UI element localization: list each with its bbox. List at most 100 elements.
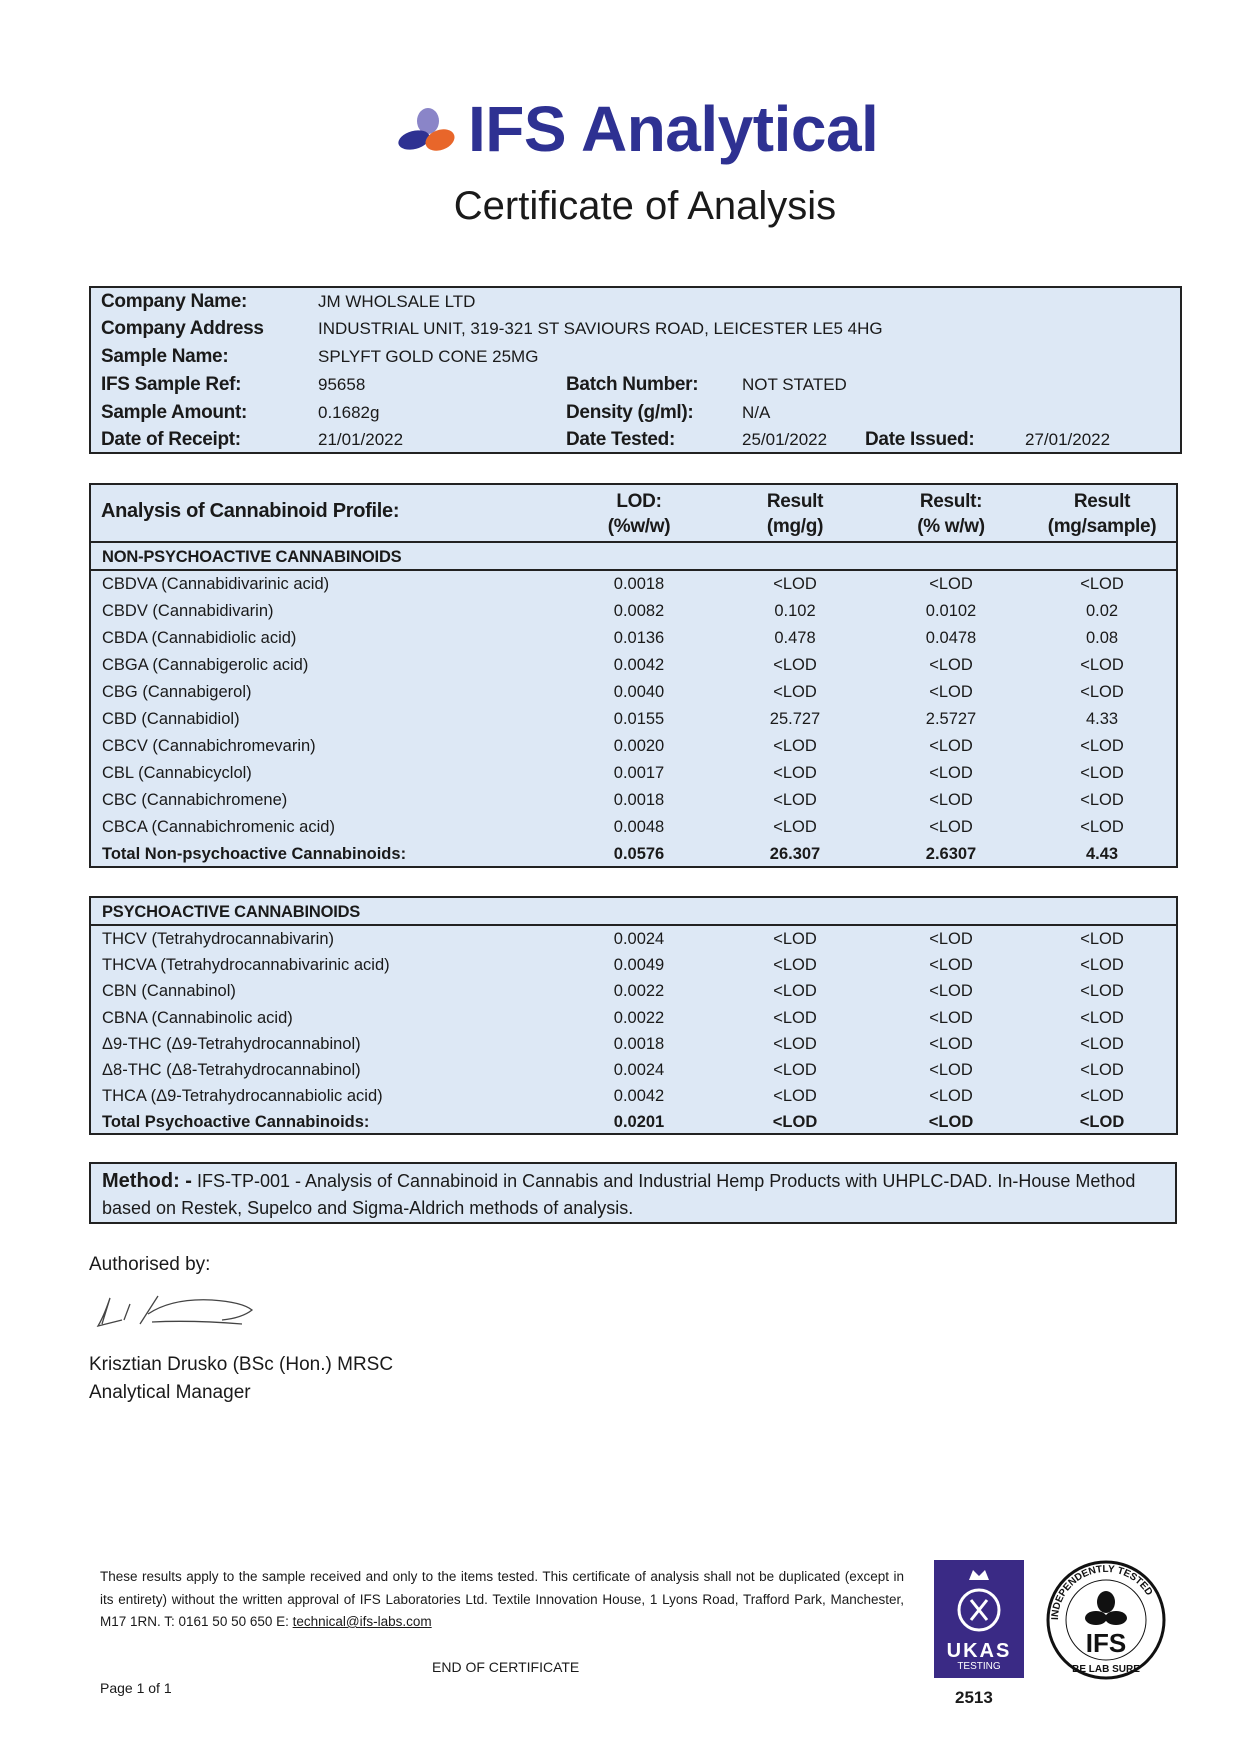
result-mg-sample: <LOD bbox=[1080, 1087, 1124, 1106]
result-pct-w-w: 0.0102 bbox=[925, 602, 977, 620]
company-name: JM WHOLSALE LTD bbox=[318, 292, 476, 311]
result-mg-sample: <LOD bbox=[1080, 1008, 1124, 1027]
ukas-label: UKAS bbox=[946, 1640, 1012, 1662]
lod-value: 0.0576 bbox=[613, 845, 665, 863]
result-mg-sample: <LOD bbox=[1080, 1060, 1124, 1079]
result-pct-w-w: <LOD bbox=[929, 575, 973, 593]
crown-icon bbox=[957, 1570, 1001, 1632]
lod-value: 0.0020 bbox=[613, 737, 665, 755]
receipt-label: Date of Receipt: bbox=[101, 429, 241, 450]
batch-number: NOT STATED bbox=[742, 375, 847, 394]
footer-disclaimer: These results apply to the sample receiv… bbox=[100, 1569, 904, 1629]
method-text: IFS-TP-001 - Analysis of Cannabinoid in … bbox=[102, 1171, 1136, 1218]
section-heading: PSYCHOACTIVE CANNABINOIDS bbox=[91, 898, 1176, 926]
result-mg-g: <LOD bbox=[773, 930, 817, 948]
document-title: Certificate of Analysis bbox=[453, 184, 837, 228]
result-pct-w-w: <LOD bbox=[929, 1008, 973, 1027]
brand-name: IFS Analytical bbox=[468, 93, 879, 165]
table-row: CBGA (Cannabigerolic acid) 0.0042 <LOD <LOD… bbox=[91, 652, 1176, 679]
compound-name: CBCA (Cannabichromenic acid) bbox=[102, 818, 335, 836]
result-mg-sample: <LOD bbox=[1080, 791, 1124, 809]
result-pct-w-w: 0.0478 bbox=[925, 629, 977, 647]
lod-value: 0.0024 bbox=[613, 1060, 665, 1079]
company-address: INDUSTRIAL UNIT, 319-321 ST SAVIOURS ROA… bbox=[318, 319, 883, 338]
compound-name: CBC (Cannabichromene) bbox=[102, 791, 288, 809]
result-pct-w-w: <LOD bbox=[929, 1060, 973, 1079]
non-psychoactive-table: Analysis of Cannabinoid Profile: LOD: (%w… bbox=[89, 483, 1178, 868]
lod-value: 0.0042 bbox=[613, 656, 665, 674]
table-row: CBG (Cannabigerol) 0.0040 <LOD <LOD <LOD bbox=[91, 679, 1176, 706]
lod-value: 0.0048 bbox=[613, 818, 665, 836]
result-mg-g: <LOD bbox=[773, 575, 817, 593]
psychoactive-table: PSYCHOACTIVE CANNABINOIDS THCV (Tetrahyd… bbox=[89, 896, 1178, 1135]
result-mg-sample: <LOD bbox=[1080, 737, 1124, 755]
authorised-by-label: Authorised by: bbox=[89, 1254, 211, 1275]
lod-value: 0.0082 bbox=[613, 602, 665, 620]
compound-name: CBNA (Cannabinolic acid) bbox=[102, 1008, 293, 1027]
ukas-badge: UKAS TESTING bbox=[934, 1560, 1024, 1678]
table-row: THCVA (Tetrahydrocannabivarinic acid) 0.0… bbox=[91, 952, 1176, 978]
ukas-number: 2513 bbox=[955, 1688, 993, 1707]
table-header: Analysis of Cannabinoid Profile: LOD: (%w… bbox=[91, 485, 1176, 543]
table-row: THCA (Δ9-Tetrahydrocannabiolic acid) 0.00… bbox=[91, 1083, 1176, 1109]
result-mg-g: <LOD bbox=[773, 791, 817, 809]
result-mg-sample: <LOD bbox=[1080, 1034, 1124, 1053]
method-label: Method: - bbox=[102, 1170, 192, 1192]
lod-value: 0.0018 bbox=[613, 575, 665, 593]
result-mg-sample: <LOD bbox=[1080, 575, 1124, 593]
sample-name-label: Sample Name: bbox=[101, 346, 229, 367]
sample-ref-label: IFS Sample Ref: bbox=[101, 374, 242, 395]
lod-value: 0.0017 bbox=[613, 764, 665, 782]
signatory-role: Analytical Manager bbox=[89, 1382, 251, 1403]
result-pct-w-w: 2.5727 bbox=[925, 710, 977, 728]
result-mg-sample: <LOD bbox=[1080, 956, 1124, 975]
ifs-logo-icon bbox=[398, 108, 455, 151]
compound-name: CBD (Cannabidiol) bbox=[102, 710, 240, 728]
compound-name: Total Non-psychoactive Cannabinoids: bbox=[102, 845, 407, 863]
ukas-sub: TESTING bbox=[957, 1661, 1001, 1672]
table-row: CBDVA (Cannabidivarinic acid) 0.0018 <LOD <… bbox=[91, 571, 1176, 598]
column-header-mg-g: Result (mg/g) bbox=[766, 491, 824, 537]
compound-name: CBL (Cannabicyclol) bbox=[102, 764, 252, 782]
result-mg-sample: 0.02 bbox=[1085, 602, 1119, 620]
date-tested: 25/01/2022 bbox=[742, 430, 828, 449]
table-row: THCV (Tetrahydrocannabivarin) 0.0024 <LOD <… bbox=[91, 926, 1176, 952]
result-pct-w-w: <LOD bbox=[929, 683, 973, 701]
compound-name: CBDA (Cannabidiolic acid) bbox=[102, 629, 297, 647]
result-mg-g: <LOD bbox=[773, 737, 817, 755]
email-link[interactable]: technical@ifs-labs.com bbox=[292, 1614, 432, 1629]
result-pct-w-w: 2.6307 bbox=[925, 845, 977, 863]
result-mg-sample: <LOD bbox=[1080, 656, 1124, 674]
lod-value: 0.0024 bbox=[613, 930, 665, 948]
compound-name: THCVA (Tetrahydrocannabivarinic acid) bbox=[102, 956, 390, 975]
result-pct-w-w: <LOD bbox=[929, 956, 973, 975]
lod-value: 0.0049 bbox=[613, 956, 665, 975]
result-mg-g: <LOD bbox=[773, 818, 817, 836]
result-pct-w-w: <LOD bbox=[929, 930, 973, 948]
result-pct-w-w: <LOD bbox=[928, 1113, 974, 1132]
end-of-certificate: END OF CERTIFICATE bbox=[432, 1659, 580, 1675]
issued-label: Date Issued: bbox=[865, 429, 975, 450]
table-row: CBCV (Cannabichromevarin) 0.0020 <LOD <LOD <… bbox=[91, 733, 1176, 760]
svg-text:IFS: IFS bbox=[1086, 1628, 1126, 1658]
method-box: Method: - IFS-TP-001 - Analysis of Canna… bbox=[89, 1162, 1177, 1224]
column-header-lod: LOD: (%w/w) bbox=[607, 491, 671, 537]
compound-name: CBGA (Cannabigerolic acid) bbox=[102, 656, 309, 674]
lod-value: 0.0155 bbox=[613, 710, 665, 728]
table-row: CBL (Cannabicyclol) 0.0017 <LOD <LOD <LOD bbox=[91, 760, 1176, 787]
ifs-analytical-logo: IFS Analytical bbox=[398, 92, 879, 166]
lod-value: 0.0042 bbox=[613, 1087, 665, 1106]
compound-name: Δ8-THC (Δ8-Tetrahydrocannabinol) bbox=[102, 1060, 361, 1079]
compound-name: CBDV (Cannabidivarin) bbox=[102, 602, 274, 620]
company-address-label: Company Address bbox=[101, 318, 264, 339]
result-mg-g: <LOD bbox=[773, 982, 817, 1001]
lod-value: 0.0022 bbox=[613, 982, 665, 1001]
signatory-name: Krisztian Drusko (BSc (Hon.) MRSC bbox=[89, 1354, 394, 1375]
ifs-independently-tested-seal: IFS INDEPENDENTLY TESTED BE LAB SURE bbox=[1046, 1560, 1166, 1680]
batch-label: Batch Number: bbox=[566, 374, 699, 395]
result-mg-g: <LOD bbox=[773, 1008, 817, 1027]
result-pct-w-w: <LOD bbox=[929, 818, 973, 836]
sample-name: SPLYFT GOLD CONE 25MG bbox=[318, 347, 539, 366]
sample-info-box: Company Name: JM WHOLSALE LTD Company Add… bbox=[89, 286, 1182, 454]
sample-ref: 95658 bbox=[318, 375, 366, 394]
